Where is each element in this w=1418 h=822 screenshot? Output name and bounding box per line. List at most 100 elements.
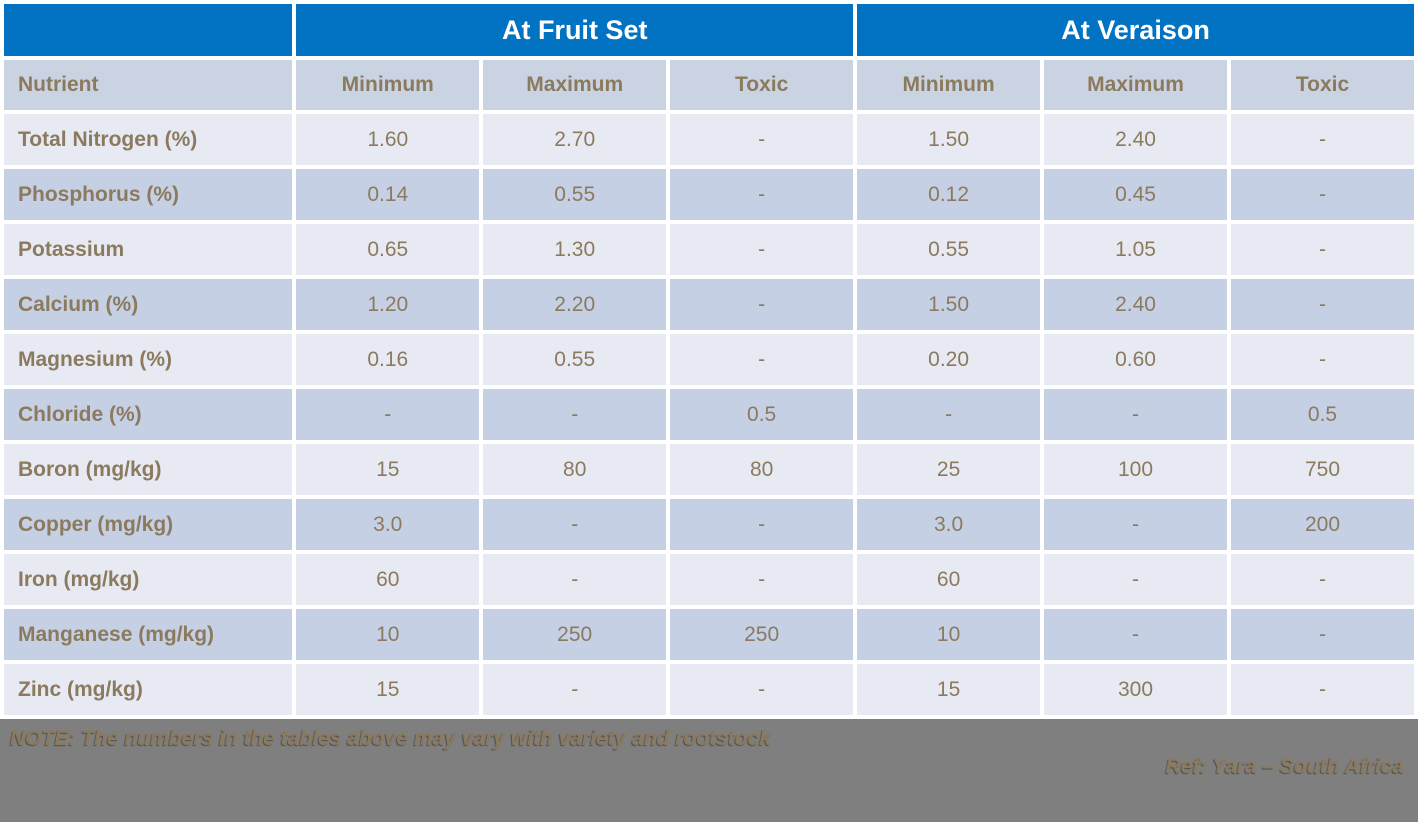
value-cell: -: [483, 664, 667, 715]
value-cell: 1.30: [483, 224, 667, 275]
nutrient-cell: Magnesium (%): [4, 334, 293, 385]
table-row: Zinc (mg/kg) 15- -15 300-: [4, 664, 1414, 715]
value-cell: -: [857, 389, 1041, 440]
column-header-toxic-fruitset: Toxic: [670, 60, 854, 110]
nutrient-cell: Zinc (mg/kg): [4, 664, 293, 715]
column-header-nutrient: Nutrient: [4, 60, 293, 110]
value-cell: 0.14: [296, 169, 480, 220]
table-row: Manganese (mg/kg) 10 250 250 10- -: [4, 609, 1414, 660]
value-cell: 1.05: [1044, 224, 1227, 275]
value-cell: -: [670, 664, 854, 715]
nutrient-cell: Chloride (%): [4, 389, 293, 440]
value-cell: 0.60: [1044, 334, 1227, 385]
value-cell: -: [1230, 554, 1414, 605]
value-cell: 3.0: [296, 499, 480, 550]
nutrient-levels-table: At Fruit Set At Veraison Nutrient Minimu…: [4, 4, 1414, 715]
value-cell: 0.20: [857, 334, 1041, 385]
value-cell: 2.20: [483, 279, 667, 330]
value-cell: -: [1230, 279, 1414, 330]
value-cell: 0.45: [1044, 169, 1227, 220]
value-cell: -: [1044, 389, 1227, 440]
column-header-minimum-veraison: Minimum: [857, 60, 1041, 110]
value-cell: -: [483, 499, 667, 550]
value-cell: 0.5: [670, 389, 854, 440]
table-body: Total Nitrogen (%) 1.60 2.70-1.50 2.40- Phos…: [4, 114, 1414, 715]
value-cell: -: [1230, 169, 1414, 220]
value-cell: 250: [483, 609, 667, 660]
table-row: Potassium 0.65 1.30-0.55 1.05-: [4, 224, 1414, 275]
nutrient-cell: Phosphorus (%): [4, 169, 293, 220]
value-cell: 2.40: [1044, 114, 1227, 165]
value-cell: 15: [296, 664, 480, 715]
value-cell: -: [1230, 664, 1414, 715]
nutrient-cell: Manganese (mg/kg): [4, 609, 293, 660]
value-cell: 200: [1230, 499, 1414, 550]
column-header-minimum-fruitset: Minimum: [296, 60, 480, 110]
value-cell: -: [670, 499, 854, 550]
nutrient-cell: Copper (mg/kg): [4, 499, 293, 550]
value-cell: 100: [1044, 444, 1227, 495]
slide-footer: NOTE: The numbers in the tables above ma…: [0, 719, 1418, 822]
group-header-fruit-set: At Fruit Set: [296, 4, 854, 56]
value-cell: 0.65: [296, 224, 480, 275]
nutrient-cell: Boron (mg/kg): [4, 444, 293, 495]
value-cell: 80: [483, 444, 667, 495]
value-cell: 15: [857, 664, 1041, 715]
group-header-veraison: At Veraison: [857, 4, 1414, 56]
value-cell: -: [483, 554, 667, 605]
value-cell: -: [1044, 609, 1227, 660]
table-row: Copper (mg/kg) 3.0- -3.0-200: [4, 499, 1414, 550]
table-row: Phosphorus (%) 0.14 0.55-0.12 0.45-: [4, 169, 1414, 220]
value-cell: 1.50: [857, 114, 1041, 165]
table-row: Chloride (%) - -0.5- -0.5: [4, 389, 1414, 440]
value-cell: -: [670, 114, 854, 165]
value-cell: 0.16: [296, 334, 480, 385]
value-cell: -: [1230, 224, 1414, 275]
nutrient-cell: Total Nitrogen (%): [4, 114, 293, 165]
value-cell: 1.50: [857, 279, 1041, 330]
group-header-empty: [4, 4, 293, 56]
value-cell: 1.60: [296, 114, 480, 165]
value-cell: 2.40: [1044, 279, 1227, 330]
value-cell: 10: [296, 609, 480, 660]
nutrient-cell: Calcium (%): [4, 279, 293, 330]
value-cell: 3.0: [857, 499, 1041, 550]
table-row: Calcium (%) 1.20 2.20-1.50 2.40-: [4, 279, 1414, 330]
value-cell: 0.55: [857, 224, 1041, 275]
value-cell: -: [670, 554, 854, 605]
value-cell: -: [670, 279, 854, 330]
nutrient-cell: Potassium: [4, 224, 293, 275]
value-cell: 0.5: [1230, 389, 1414, 440]
column-header-toxic-veraison: Toxic: [1230, 60, 1414, 110]
value-cell: -: [1230, 114, 1414, 165]
value-cell: 80: [670, 444, 854, 495]
value-cell: -: [670, 224, 854, 275]
value-cell: -: [1044, 499, 1227, 550]
value-cell: 750: [1230, 444, 1414, 495]
value-cell: 0.55: [483, 169, 667, 220]
column-header-maximum-fruitset: Maximum: [483, 60, 667, 110]
value-cell: 2.70: [483, 114, 667, 165]
value-cell: 60: [296, 554, 480, 605]
value-cell: 60: [857, 554, 1041, 605]
group-header-row: At Fruit Set At Veraison: [4, 4, 1414, 56]
value-cell: -: [1044, 554, 1227, 605]
table-row: Iron (mg/kg) 60- -60- -: [4, 554, 1414, 605]
column-header-row: Nutrient Minimum Maximum Toxic Minimum M…: [4, 60, 1414, 110]
value-cell: -: [670, 169, 854, 220]
value-cell: 15: [296, 444, 480, 495]
value-cell: 0.55: [483, 334, 667, 385]
table-row: Total Nitrogen (%) 1.60 2.70-1.50 2.40-: [4, 114, 1414, 165]
value-cell: 10: [857, 609, 1041, 660]
value-cell: 25: [857, 444, 1041, 495]
footer-reference: Ref: Yara – South Africa: [1165, 755, 1404, 778]
value-cell: 300: [1044, 664, 1227, 715]
value-cell: 250: [670, 609, 854, 660]
nutrient-cell: Iron (mg/kg): [4, 554, 293, 605]
value-cell: -: [1230, 334, 1414, 385]
table-row: Magnesium (%) 0.16 0.55-0.20 0.60-: [4, 334, 1414, 385]
value-cell: 0.12: [857, 169, 1041, 220]
table-row: Boron (mg/kg) 15 80 80 25 100 750: [4, 444, 1414, 495]
value-cell: -: [1230, 609, 1414, 660]
